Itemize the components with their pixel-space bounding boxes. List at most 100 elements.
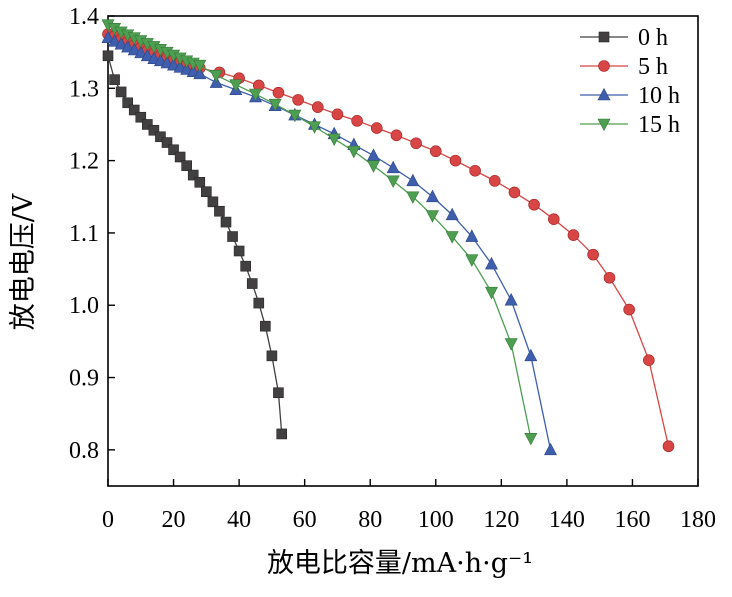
- series-5h: [102, 28, 675, 453]
- x-tick-label: 0: [102, 507, 114, 533]
- y-tick-label: 1.2: [69, 149, 99, 175]
- data-point-5h: [469, 164, 481, 177]
- data-point-5h: [292, 94, 304, 106]
- data-point-5h: [567, 229, 580, 241]
- y-tick-label: 1.3: [69, 76, 99, 102]
- data-point-0h: [207, 196, 219, 208]
- data-point-5h: [488, 175, 501, 187]
- legend-label-10h: 10 h: [638, 83, 680, 109]
- data-point-15h: [426, 210, 439, 223]
- data-point-15h: [386, 175, 400, 189]
- data-point-10h: [367, 148, 380, 161]
- data-point-0h: [246, 278, 258, 289]
- data-point-5h: [603, 271, 616, 284]
- x-tick-label: 80: [358, 507, 382, 533]
- series-line-5h: [107, 33, 670, 447]
- data-point-10h: [127, 42, 141, 56]
- data-point-0h: [128, 104, 140, 116]
- data-point-15h: [209, 69, 223, 83]
- data-point-0h: [161, 137, 173, 148]
- legend-marker-15h: [597, 118, 611, 132]
- data-point-5h: [623, 303, 635, 316]
- y-tick-label: 1.0: [69, 293, 99, 319]
- x-tick-label: 40: [227, 507, 251, 533]
- data-point-10h: [121, 39, 135, 53]
- data-point-10h: [485, 256, 498, 270]
- data-point-10h: [544, 442, 557, 456]
- data-point-0h: [194, 177, 206, 188]
- data-point-5h: [410, 137, 422, 150]
- x-tick-label: 60: [293, 507, 317, 533]
- data-point-0h: [168, 144, 179, 156]
- data-point-0h: [273, 387, 284, 399]
- data-point-5h: [662, 440, 675, 453]
- data-point-5h: [449, 154, 462, 167]
- x-axis-title: 放电比容量/mA·h·g⁻¹: [267, 548, 533, 579]
- data-point-15h: [504, 338, 518, 351]
- data-point-5h: [390, 129, 403, 142]
- data-point-5h: [331, 108, 344, 121]
- data-point-0h: [122, 97, 133, 109]
- y-tick-label: 0.9: [69, 366, 99, 392]
- data-point-15h: [524, 432, 538, 446]
- data-point-5h: [547, 213, 560, 225]
- data-point-15h: [308, 121, 321, 134]
- data-point-10h: [386, 160, 400, 174]
- data-point-0h: [201, 186, 212, 198]
- data-point-0h: [260, 320, 271, 332]
- legend: 0 h 5 h 10 h 15 h: [580, 25, 680, 138]
- data-point-10h: [101, 30, 115, 43]
- data-point-10h: [426, 189, 439, 203]
- data-point-0h: [155, 131, 166, 143]
- x-tick-label: 140: [549, 507, 585, 533]
- legend-marker-5h: [598, 60, 610, 72]
- x-tick-label: 20: [162, 507, 186, 533]
- data-point-5h: [370, 122, 383, 134]
- data-point-0h: [220, 216, 232, 228]
- y-axis-title: 放电电压/V: [8, 193, 39, 330]
- data-point-0h: [187, 169, 199, 181]
- data-point-5h: [528, 198, 540, 211]
- data-point-15h: [367, 160, 380, 173]
- data-point-10h: [524, 348, 538, 362]
- data-point-5h: [643, 354, 655, 366]
- x-tick-label: 100: [418, 507, 454, 533]
- data-point-0h: [135, 111, 147, 123]
- data-point-15h: [327, 133, 341, 147]
- data-point-15h: [465, 254, 479, 267]
- data-point-0h: [214, 205, 225, 217]
- legend-label-0h: 0 h: [638, 25, 668, 51]
- x-tick-label: 180: [680, 507, 716, 533]
- data-point-10h: [140, 48, 154, 62]
- data-point-15h: [288, 109, 302, 123]
- y-tick-label: 1.1: [69, 221, 99, 247]
- data-point-10h: [134, 45, 148, 59]
- y-tick-label: 0.8: [69, 438, 99, 464]
- data-point-15h: [485, 286, 498, 300]
- data-point-0h: [240, 260, 251, 272]
- data-point-0h: [109, 74, 120, 85]
- data-point-10h: [504, 293, 518, 306]
- data-point-0h: [102, 50, 114, 62]
- series-10h: [101, 30, 557, 456]
- data-point-0h: [253, 297, 265, 309]
- data-point-10h: [114, 37, 128, 50]
- data-point-0h: [276, 428, 288, 440]
- data-point-0h: [227, 231, 238, 242]
- legend-marker-10h: [597, 87, 611, 101]
- x-tick-label: 160: [614, 507, 650, 533]
- data-point-10h: [193, 66, 207, 80]
- data-point-15h: [406, 191, 420, 204]
- legend-label-15h: 15 h: [638, 112, 680, 138]
- data-point-0h: [233, 245, 245, 257]
- data-point-0h: [142, 119, 153, 130]
- series-15h: [101, 19, 538, 446]
- data-point-0h: [115, 86, 127, 98]
- data-point-10h: [406, 173, 420, 187]
- series-0h: [102, 50, 288, 440]
- data-point-5h: [587, 248, 599, 261]
- data-point-0h: [174, 151, 186, 163]
- data-point-0h: [266, 350, 278, 362]
- series-line-10h: [107, 37, 552, 450]
